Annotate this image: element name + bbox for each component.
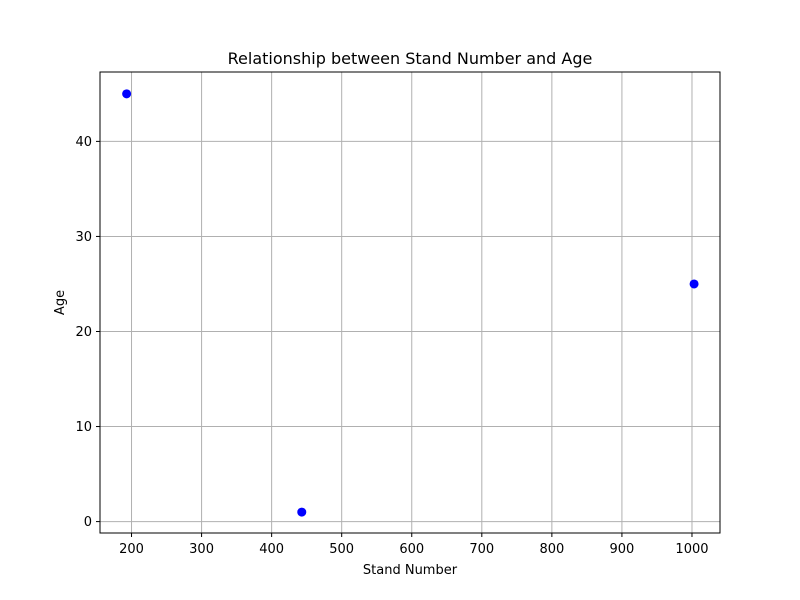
x-axis-label: Stand Number [363, 563, 458, 578]
data-point [122, 89, 132, 99]
x-tick-label: 500 [329, 542, 354, 557]
x-tick-label: 600 [399, 542, 424, 557]
x-tick-label: 800 [539, 542, 564, 557]
x-tick-label: 300 [189, 542, 214, 557]
y-tick-label: 30 [75, 230, 92, 245]
grid-lines [100, 72, 720, 533]
plot-frame [99, 71, 721, 534]
y-tick-label: 20 [75, 325, 92, 340]
y-axis-label: Age [53, 290, 68, 315]
x-tick-label: 200 [119, 542, 144, 557]
chart-title: Relationship between Stand Number and Ag… [228, 49, 593, 68]
data-points [122, 89, 699, 517]
axis-ticks: 200 300 400 500 600 700 800 900 1000 0 10 20 30 40 [75, 135, 708, 557]
data-point [297, 507, 307, 517]
x-tick-label: 700 [469, 542, 494, 557]
y-tick-label: 0 [84, 515, 92, 530]
y-tick-label: 10 [75, 420, 92, 435]
x-tick-label: 400 [259, 542, 284, 557]
y-tick-label: 40 [75, 135, 92, 150]
x-tick-label: 1000 [675, 542, 708, 557]
data-point [689, 279, 699, 289]
x-tick-label: 900 [610, 542, 635, 557]
